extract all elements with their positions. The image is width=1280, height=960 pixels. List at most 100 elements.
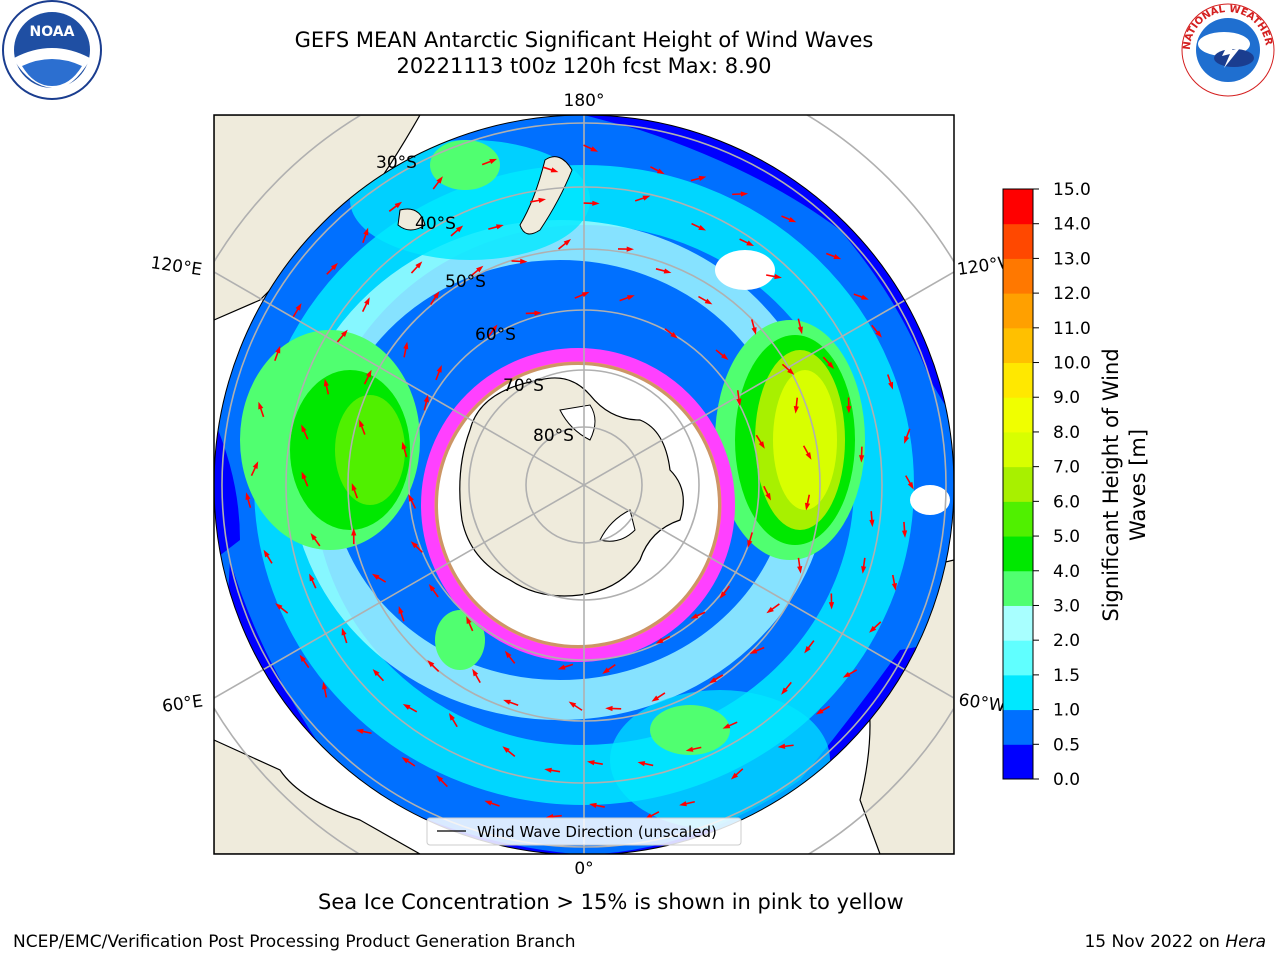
lon-label-60w: 60°W bbox=[957, 690, 1006, 716]
wind-arrow-head bbox=[448, 712, 455, 721]
nws-logo: NATIONAL WEATHER SERVICE bbox=[1178, 2, 1275, 97]
wind-arrow-head bbox=[476, 265, 484, 273]
wind-arrow-head bbox=[663, 268, 672, 274]
wind-arrow-head bbox=[793, 406, 799, 414]
wind-arrow-head bbox=[698, 175, 707, 181]
wind-arrow-head bbox=[842, 671, 851, 678]
wind-arrow-head bbox=[827, 361, 835, 369]
colorbar-tick-label: 3.0 bbox=[1053, 596, 1080, 616]
lon-label-180: 180° bbox=[564, 91, 605, 111]
wind-arrow-head bbox=[891, 582, 897, 591]
colorbar-tick-label: 0.0 bbox=[1053, 770, 1080, 790]
wind-arrow-head bbox=[538, 197, 547, 203]
footer-date: 15 Nov 2022 on Hera bbox=[1084, 932, 1266, 952]
wind-arrow-head bbox=[774, 273, 782, 280]
lat-label-60s: 60°S bbox=[475, 325, 516, 345]
wind-arrow-head bbox=[466, 616, 472, 625]
wind-arrow-head bbox=[455, 225, 464, 233]
wind-arrow-head bbox=[423, 394, 429, 403]
wind-arrow-head bbox=[504, 650, 512, 659]
wind-arrow-head bbox=[341, 329, 348, 337]
wind-arrow-head bbox=[797, 326, 803, 335]
wind-arrow-head bbox=[651, 695, 660, 702]
chart-subtitle: 20221113 t00z 120h fcst Max: 8.90 bbox=[396, 54, 772, 78]
colorbar-bin bbox=[1003, 431, 1033, 468]
wind-arrow-head bbox=[777, 743, 786, 749]
wind-arrow-head bbox=[719, 591, 727, 599]
wind-arrow-head bbox=[751, 327, 757, 335]
wind-arrow-head bbox=[670, 332, 678, 339]
wind-arrow-head bbox=[904, 436, 910, 444]
colorbar-tick-label: 10.0 bbox=[1053, 354, 1091, 374]
colorbar-bin bbox=[1003, 536, 1033, 572]
wind-arrow-head bbox=[563, 238, 572, 246]
wind-arrow-head bbox=[534, 310, 542, 316]
sea-ice-caption: Sea Ice Concentration > 15% is shown in … bbox=[318, 890, 904, 914]
colorbar-tick-label: 7.0 bbox=[1053, 458, 1080, 478]
wind-arrow-head bbox=[520, 258, 528, 264]
colorbar-tick-label: 1.0 bbox=[1053, 701, 1080, 721]
wind-arrow-head bbox=[797, 566, 803, 574]
wind-arrow-head bbox=[428, 583, 436, 592]
wind-arrow-head bbox=[472, 668, 479, 677]
wind-arrow-head bbox=[355, 728, 364, 734]
wind-arrow-head bbox=[398, 606, 404, 614]
svg-text:Wind Wave Direction (unscaled): Wind Wave Direction (unscaled) bbox=[477, 823, 717, 841]
colorbar-bin bbox=[1003, 258, 1033, 294]
wind-arrow-head bbox=[722, 723, 731, 729]
colorbar-tick-label: 1.5 bbox=[1053, 666, 1080, 686]
antarctica-land bbox=[459, 377, 684, 597]
colorbar: 15.0 14.0 13.0 12.0 11.0 10.0 9.0 8.0 7.0 6.0 5.0 4… bbox=[1002, 180, 1091, 790]
wind-arrow-head bbox=[766, 606, 774, 614]
wind-arrow-head bbox=[709, 677, 717, 684]
footer-credit: NCEP/EMC/Verification Post Processing Pr… bbox=[13, 932, 576, 952]
wind-arrow-head bbox=[490, 324, 498, 332]
lat-label-40s: 40°S bbox=[415, 214, 456, 234]
wind-arrow-head bbox=[587, 760, 595, 766]
colorbar-bin bbox=[1003, 327, 1033, 364]
chart-title: GEFS MEAN Antarctic Significant Height o… bbox=[294, 28, 874, 52]
wind-arrow-head bbox=[730, 772, 739, 780]
wind-arrow-head bbox=[371, 573, 380, 580]
wind-arrow-head bbox=[721, 353, 729, 360]
lat-label-30s: 30°S bbox=[376, 153, 417, 173]
wind-arrow-head bbox=[788, 217, 797, 223]
wind-arrow-head bbox=[365, 369, 372, 378]
wind-arrow-head bbox=[351, 528, 357, 536]
wind-arrow-head bbox=[828, 602, 835, 610]
wind-arrow-head bbox=[330, 262, 338, 270]
wind-arrow-head bbox=[401, 757, 410, 764]
colorbar-tick-label: 9.0 bbox=[1053, 388, 1080, 408]
wind-arrow-head bbox=[503, 699, 511, 705]
wind-arrow-head bbox=[781, 687, 788, 695]
colorbar-tick-label: 4.0 bbox=[1053, 562, 1080, 582]
wind-arrow-head bbox=[626, 295, 635, 301]
wind-arrow-head bbox=[590, 146, 599, 152]
colorbar-bin bbox=[1003, 293, 1033, 329]
wind-arrow-head bbox=[427, 660, 435, 668]
wind-arrow-head bbox=[341, 627, 347, 636]
colorbar-bin bbox=[1003, 189, 1033, 225]
wind-arrow-head bbox=[804, 502, 811, 511]
wind-arrow-head bbox=[907, 481, 914, 490]
wind-arrow-head bbox=[869, 625, 877, 633]
wind-arrow-head bbox=[258, 401, 264, 410]
wind-arrow-head bbox=[544, 767, 552, 773]
colorbar-bin bbox=[1003, 362, 1033, 398]
sea-ice-edge bbox=[421, 348, 735, 662]
map-legend: Wind Wave Direction (unscaled) bbox=[426, 817, 742, 846]
lat-label-70s: 70°S bbox=[503, 376, 544, 396]
wind-arrow-head bbox=[861, 566, 867, 574]
wind-arrow-head bbox=[275, 345, 281, 354]
wind-arrow-head bbox=[736, 398, 742, 407]
wind-arrow-head bbox=[602, 667, 610, 674]
wind-arrow-head bbox=[901, 530, 908, 538]
wind-arrow-head bbox=[605, 705, 613, 712]
colorbar-tick-label: 8.0 bbox=[1053, 423, 1080, 443]
wind-arrow-head bbox=[299, 654, 306, 663]
wind-arrow-head bbox=[550, 167, 559, 173]
wind-arrow-head bbox=[372, 668, 380, 677]
colorbar-bin bbox=[1003, 397, 1033, 433]
wind-arrow-head bbox=[436, 775, 444, 783]
svg-text:Waves [m]: Waves [m] bbox=[1126, 429, 1150, 541]
